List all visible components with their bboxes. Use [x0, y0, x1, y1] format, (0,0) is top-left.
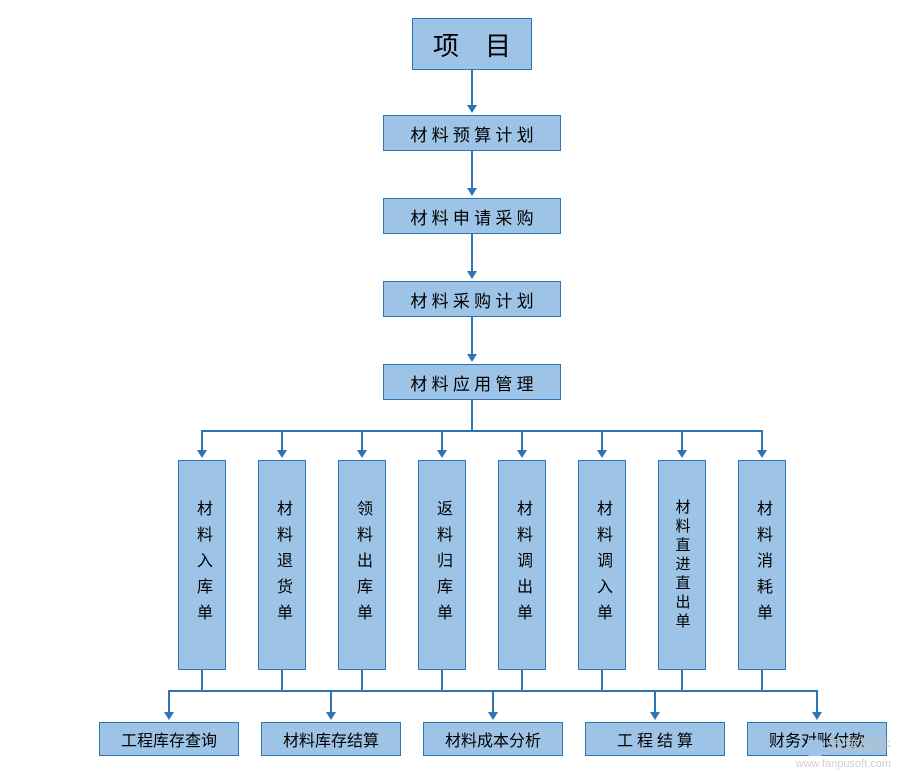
- vnode-label: 材料调出单: [510, 500, 534, 630]
- edge: [441, 670, 443, 690]
- edge: [471, 70, 473, 107]
- arrow-icon: [467, 354, 477, 362]
- edge: [761, 430, 763, 452]
- edge: [681, 430, 683, 452]
- bottom-node-2: 材料成本分析: [423, 722, 563, 756]
- edge: [521, 670, 523, 690]
- edge: [441, 430, 443, 452]
- vnode-4: 材料调出单: [498, 460, 546, 670]
- arrow-icon: [517, 450, 527, 458]
- bottom-node-1: 材料库存结算: [261, 722, 401, 756]
- edge: [201, 430, 203, 452]
- arrow-icon: [597, 450, 607, 458]
- vnode-label: 材料调入单: [590, 500, 614, 630]
- vnode-label: 材料入库单: [190, 500, 214, 630]
- arrow-icon: [650, 712, 660, 720]
- bottom-node-0: 工程库存查询: [99, 722, 239, 756]
- node-label: 材 料 应 用 管 理: [410, 370, 533, 395]
- vnode-label: 材料消耗单: [750, 500, 774, 630]
- edge: [281, 670, 283, 690]
- vnode-6: 材料直进直出单: [658, 460, 706, 670]
- edge: [361, 670, 363, 690]
- edge: [601, 670, 603, 690]
- arrow-icon: [197, 450, 207, 458]
- edge: [471, 317, 473, 356]
- vnode-5: 材料调入单: [578, 460, 626, 670]
- node-label: 项 目: [433, 26, 511, 63]
- edge: [281, 430, 283, 452]
- node-usage-management: 材 料 应 用 管 理: [383, 364, 561, 400]
- bottom-node-3: 工 程 结 算: [585, 722, 725, 756]
- arrow-icon: [164, 712, 174, 720]
- node-label: 材料成本分析: [445, 727, 541, 751]
- arrow-icon: [467, 188, 477, 196]
- node-budget-plan: 材 料 预 算 计 划: [383, 115, 561, 151]
- node-label: 材料库存结算: [283, 727, 379, 751]
- arrow-icon: [488, 712, 498, 720]
- watermark-title: 泛普软件: [827, 732, 891, 756]
- arrow-icon: [467, 271, 477, 279]
- edge: [471, 151, 473, 190]
- edge: [471, 234, 473, 273]
- arrow-icon: [437, 450, 447, 458]
- node-label: 材 料 申 请 采 购: [410, 204, 533, 229]
- vnode-label: 材料退货单: [270, 500, 294, 630]
- watermark-logo-icon: [807, 740, 823, 756]
- arrow-icon: [757, 450, 767, 458]
- edge: [471, 400, 473, 430]
- arrow-icon: [277, 450, 287, 458]
- arrow-icon: [677, 450, 687, 458]
- edge: [201, 670, 203, 690]
- node-label: 材 料 预 算 计 划: [410, 121, 533, 146]
- arrow-icon: [357, 450, 367, 458]
- arrow-icon: [467, 105, 477, 113]
- vnode-label: 材料直进直出单: [672, 499, 693, 632]
- edge: [361, 430, 363, 452]
- node-label: 工 程 结 算: [617, 727, 693, 751]
- edge: [521, 430, 523, 452]
- vnode-1: 材料退货单: [258, 460, 306, 670]
- node-purchase-plan: 材 料 采 购 计 划: [383, 281, 561, 317]
- vnode-7: 材料消耗单: [738, 460, 786, 670]
- node-root: 项 目: [412, 18, 532, 70]
- edge-bus: [201, 430, 763, 432]
- edge: [168, 690, 170, 714]
- edge: [330, 690, 332, 714]
- vnode-2: 领料出库单: [338, 460, 386, 670]
- node-label: 材 料 采 购 计 划: [410, 287, 533, 312]
- arrow-icon: [326, 712, 336, 720]
- node-purchase-request: 材 料 申 请 采 购: [383, 198, 561, 234]
- edge: [654, 690, 656, 714]
- edge: [601, 430, 603, 452]
- node-label: 工程库存查询: [121, 727, 217, 751]
- vnode-label: 返料归库单: [430, 500, 454, 630]
- edge: [492, 690, 494, 714]
- vnode-0: 材料入库单: [178, 460, 226, 670]
- watermark-url: www.fanpusoft.com: [796, 758, 891, 770]
- vnode-3: 返料归库单: [418, 460, 466, 670]
- vnode-label: 领料出库单: [350, 500, 374, 630]
- arrow-icon: [812, 712, 822, 720]
- edge: [681, 670, 683, 690]
- edge: [816, 690, 818, 714]
- edge: [761, 670, 763, 690]
